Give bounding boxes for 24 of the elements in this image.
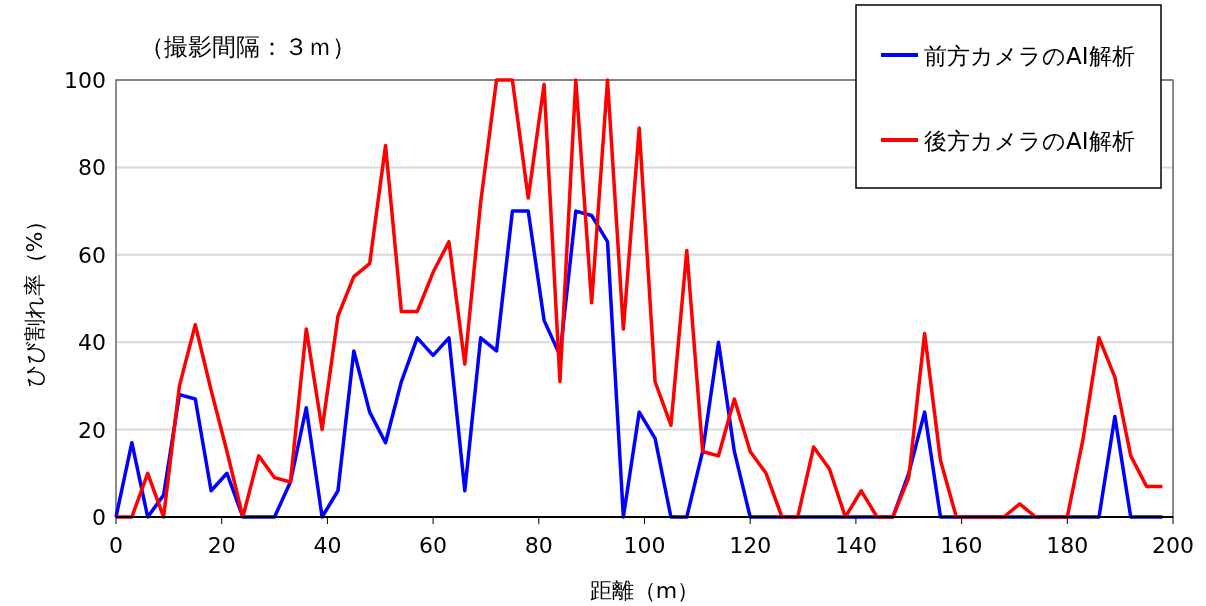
x-tick-label: 20: [207, 533, 236, 558]
y-tick-label: 0: [92, 505, 106, 530]
x-tick-label: 100: [623, 533, 666, 558]
x-tick-label: 40: [313, 533, 342, 558]
x-tick-label: 80: [524, 533, 553, 558]
x-tick-label: 120: [729, 533, 772, 558]
y-tick-label: 60: [78, 242, 106, 268]
legend-label: 後方カメラのAI解析: [924, 128, 1135, 154]
legend-label: 前方カメラのAI解析: [924, 43, 1135, 69]
x-tick-label: 140: [834, 533, 877, 558]
y-axis-title: ひび割れ率（%）: [22, 209, 47, 388]
y-tick-label: 40: [78, 330, 106, 356]
y-tick-label: 20: [78, 417, 106, 443]
x-tick-label: 200: [1152, 533, 1194, 558]
x-tick-label: 0: [109, 533, 123, 558]
chart-title: （撮影間隔：３ｍ）: [140, 33, 356, 61]
y-tick-label: 80: [78, 155, 106, 181]
line-series: [114, 209, 1165, 519]
x-tick-label: 180: [1046, 533, 1089, 558]
y-tick-label: 100: [64, 68, 106, 93]
x-axis-title: 距離（m）: [589, 578, 700, 603]
x-tick-label: 160: [940, 533, 983, 558]
line-series: [114, 78, 1165, 519]
x-tick-label: 60: [419, 533, 448, 558]
